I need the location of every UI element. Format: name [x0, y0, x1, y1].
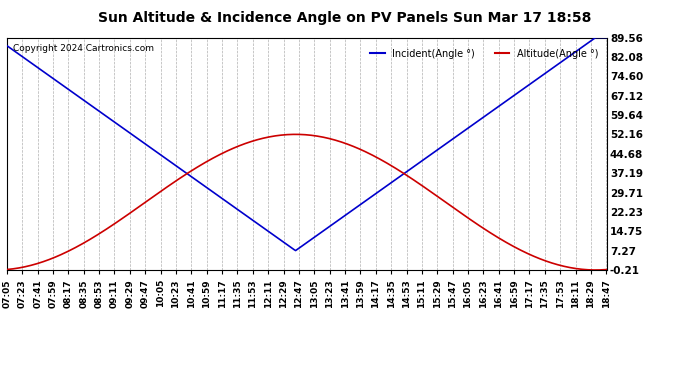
Text: Copyright 2024 Cartronics.com: Copyright 2024 Cartronics.com	[13, 45, 154, 54]
Legend: Incident(Angle °), Altitude(Angle °): Incident(Angle °), Altitude(Angle °)	[366, 45, 602, 63]
Text: Sun Altitude & Incidence Angle on PV Panels Sun Mar 17 18:58: Sun Altitude & Incidence Angle on PV Pan…	[98, 11, 592, 25]
